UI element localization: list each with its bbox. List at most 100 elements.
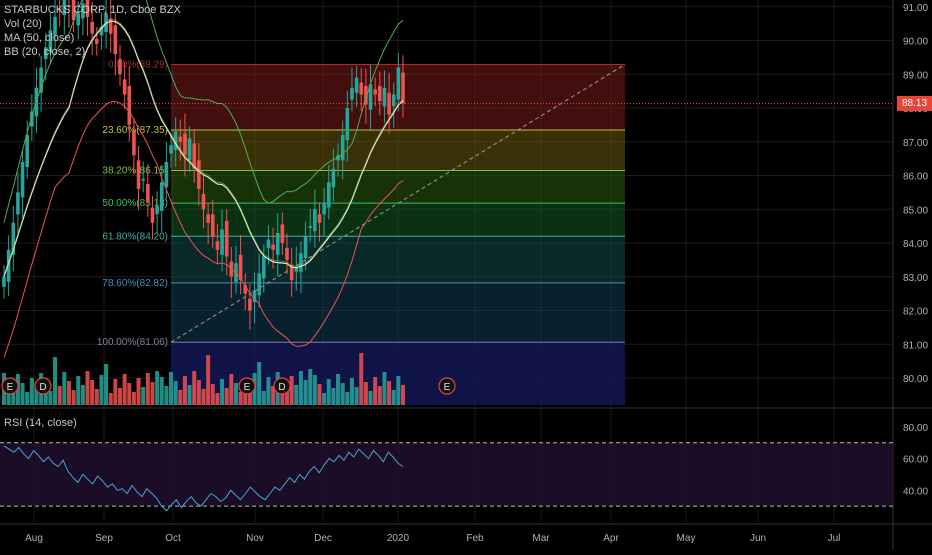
- candle-body: [340, 135, 345, 161]
- candle-body: [275, 232, 280, 255]
- candle-body: [401, 72, 405, 104]
- event-marker-circle: [238, 377, 256, 395]
- rsi-tick-label: 80.00: [903, 423, 928, 434]
- volume-bar: [224, 388, 229, 405]
- rsi-legend[interactable]: RSI (14, close): [4, 417, 77, 429]
- event-marker: E: [438, 377, 456, 395]
- volume-bar: [349, 378, 354, 405]
- event-marker-label: D: [278, 382, 285, 393]
- candle-body: [141, 178, 145, 181]
- fib-zone-5: [171, 282, 625, 343]
- volume-bar: [233, 383, 238, 405]
- volume-bar: [66, 381, 71, 405]
- candle-body: [252, 290, 257, 303]
- fib-level-label: 100.00%(81.06): [97, 337, 168, 348]
- candle-body: [299, 253, 303, 272]
- symbol-line[interactable]: STARBUCKS CORP, 1D, Cboe BZX: [4, 4, 181, 16]
- time-tick-label: Aug: [25, 533, 43, 544]
- ma-indicator-label[interactable]: MA (50, close): [4, 32, 75, 44]
- volume-bar: [150, 382, 155, 405]
- price-tick-label: 84.00: [903, 239, 928, 250]
- candles-group: [2, 0, 405, 330]
- candle-body: [99, 27, 104, 36]
- volume-bar: [48, 391, 53, 405]
- volume-bar: [20, 383, 25, 405]
- event-marker: D: [34, 377, 52, 395]
- volume-bar: [354, 387, 359, 405]
- bb-indicator-label[interactable]: BB (20, close, 2): [4, 46, 86, 58]
- volume-bar: [294, 385, 299, 405]
- candle-body: [206, 214, 210, 223]
- candle-body: [67, 5, 71, 7]
- candle-body: [220, 229, 224, 255]
- event-marker: E: [238, 377, 256, 395]
- candle-body: [90, 21, 94, 34]
- candle-body: [294, 266, 299, 272]
- candle-body: [48, 30, 53, 53]
- volume-bar: [336, 374, 341, 405]
- candle-body: [169, 145, 173, 154]
- candle-body: [354, 77, 359, 93]
- candle-body: [20, 162, 25, 198]
- volume-bar: [122, 374, 127, 405]
- candle-body: [25, 135, 29, 168]
- volume-bar: [238, 392, 243, 405]
- candle-body: [368, 84, 373, 110]
- candle-body: [118, 59, 122, 75]
- rsi-line: [3, 445, 404, 512]
- volume-bar: [261, 391, 266, 405]
- candle-body: [248, 298, 252, 311]
- event-marker-label: E: [444, 382, 451, 393]
- price-tick-label: 82.00: [903, 307, 928, 318]
- volume-bar: [401, 385, 405, 405]
- time-tick-label: Jun: [750, 533, 766, 544]
- volume-bar: [11, 388, 16, 405]
- candle-body: [2, 276, 6, 287]
- volume-bar: [257, 362, 262, 405]
- candle-body: [187, 138, 192, 161]
- fib-level-label: 38.20%(86.15): [102, 165, 168, 176]
- volume-bar: [289, 376, 294, 405]
- candle-body: [238, 254, 243, 281]
- time-tick-label: Apr: [603, 533, 619, 544]
- volume-indicator-label[interactable]: Vol (20): [4, 18, 42, 30]
- volume-bar: [141, 387, 146, 405]
- candle-body: [192, 143, 197, 169]
- volume-bar: [308, 369, 313, 405]
- candle-body: [150, 207, 155, 223]
- event-marker-label: E: [7, 382, 14, 393]
- candle-body: [322, 202, 326, 215]
- price-tick-label: 90.00: [903, 37, 928, 48]
- volume-bar: [345, 392, 350, 405]
- volume-bar: [391, 390, 396, 405]
- volume-bar: [29, 378, 34, 405]
- price-tick-label: 91.00: [903, 3, 928, 14]
- event-marker-circle: [1, 377, 19, 395]
- candle-body: [271, 244, 275, 250]
- candle-body: [132, 129, 136, 156]
- candle-body: [122, 79, 127, 95]
- volume-bar: [131, 392, 136, 405]
- candle-body: [350, 87, 354, 100]
- volume-bar: [192, 371, 197, 405]
- volume-bar: [25, 392, 30, 405]
- event-marker-circle: [34, 377, 52, 395]
- candle-body: [11, 222, 16, 255]
- candle-body: [201, 194, 206, 210]
- volume-bar: [340, 383, 345, 405]
- chart-legend: STARBUCKS CORP, 1D, Cboe BZX Vol (20) MA…: [4, 3, 181, 59]
- volume-bar: [247, 387, 252, 405]
- volume-bar: [266, 377, 271, 405]
- volume-bar: [322, 393, 327, 405]
- event-marker: E: [1, 377, 19, 395]
- volume-bar: [326, 379, 331, 405]
- bollinger-lower-line: [3, 100, 404, 358]
- time-tick-label: May: [677, 533, 696, 544]
- candle-body: [317, 214, 322, 223]
- candle-body: [345, 108, 350, 141]
- volume-bar: [215, 393, 220, 405]
- rsi-tick-label: 60.00: [903, 455, 928, 466]
- candle-body: [313, 209, 317, 232]
